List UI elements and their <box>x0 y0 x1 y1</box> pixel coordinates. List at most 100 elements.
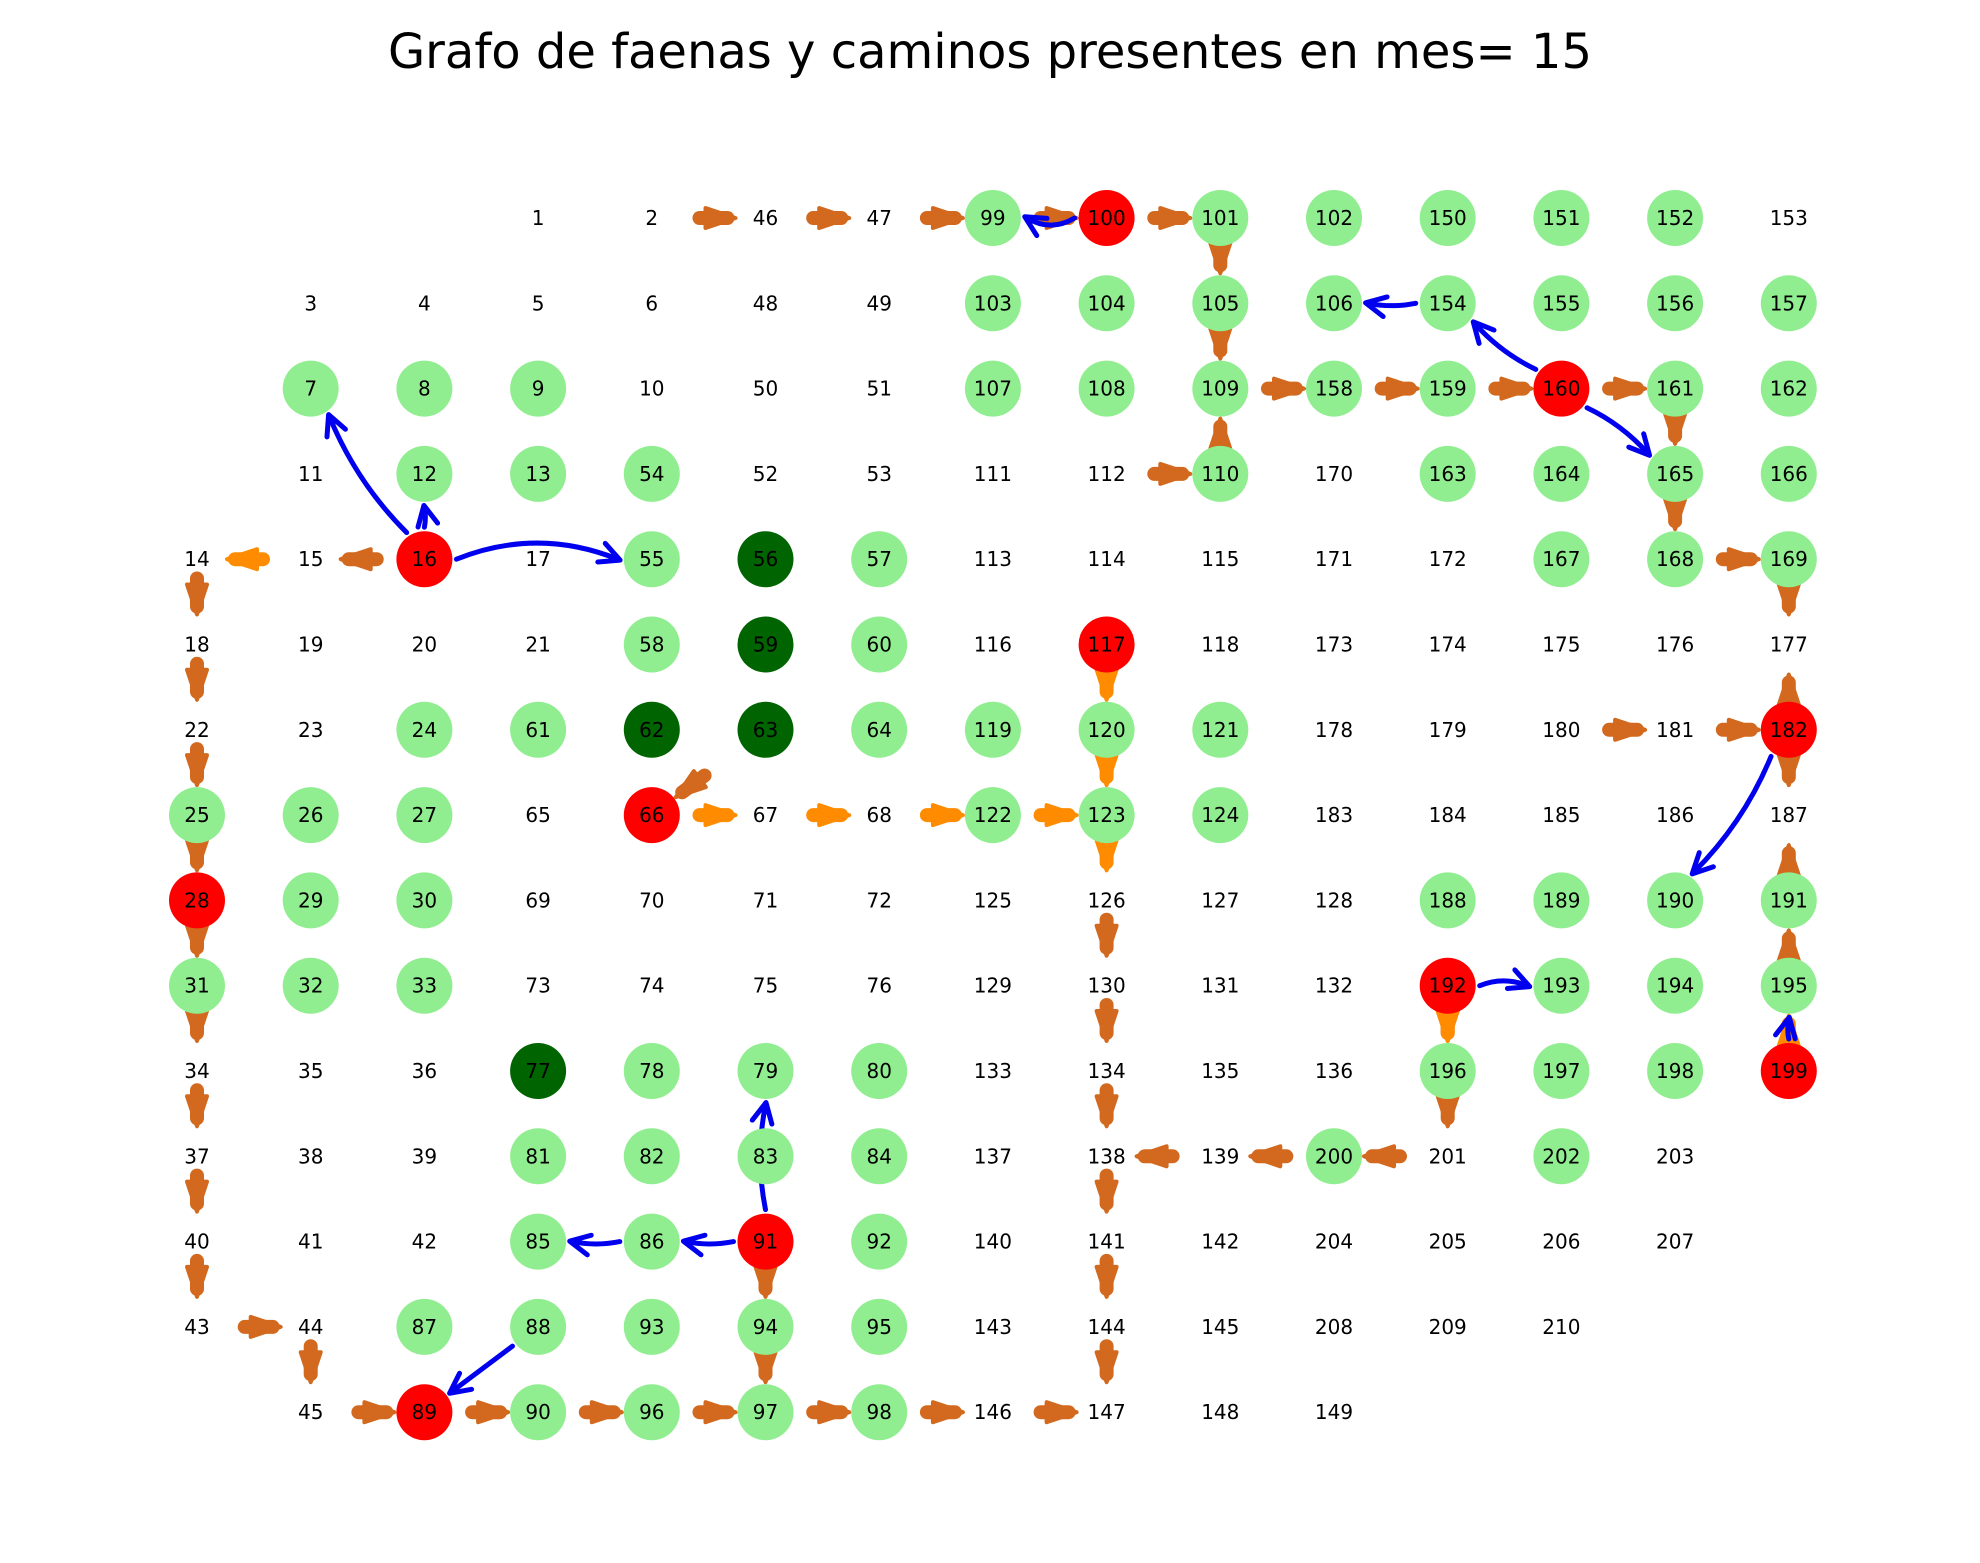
node-label: 131 <box>1201 974 1239 998</box>
node-169: 169 <box>1760 531 1817 588</box>
brown-road-18-22 <box>185 656 209 702</box>
red-node-marker <box>1760 701 1817 758</box>
brown-road-22-25 <box>185 742 209 788</box>
node-label: 29 <box>298 888 323 912</box>
node-label: 11 <box>298 462 323 486</box>
light-node-marker <box>282 360 339 417</box>
node-11: 11 <box>298 462 323 486</box>
node-label: 136 <box>1315 1059 1353 1083</box>
node-141: 141 <box>1088 1230 1126 1254</box>
node-87: 87 <box>396 1298 453 1355</box>
node-32: 32 <box>282 957 339 1014</box>
node-label: 13 <box>525 462 550 486</box>
node-label: 114 <box>1088 547 1126 571</box>
node-50: 50 <box>753 377 778 401</box>
node-label: 175 <box>1542 633 1580 657</box>
node-185: 185 <box>1542 803 1580 827</box>
brown-road-160-161 <box>1602 376 1648 401</box>
node-label: 66 <box>639 803 664 827</box>
brown-road-34-37 <box>185 1083 209 1129</box>
light-node-marker <box>1078 275 1135 332</box>
node-106: 106 <box>1306 275 1362 332</box>
light-node-marker <box>1647 360 1704 417</box>
light-node-marker <box>737 1043 794 1099</box>
node-label: 78 <box>639 1059 664 1083</box>
node-label: 56 <box>753 547 778 571</box>
node-label: 77 <box>525 1059 550 1083</box>
light-node-marker <box>737 1298 794 1355</box>
node-39: 39 <box>412 1144 437 1168</box>
brown-road-200-139 <box>1248 1144 1294 1169</box>
node-134: 134 <box>1088 1059 1126 1083</box>
node-100: 100 <box>1078 190 1135 246</box>
node-label: 209 <box>1429 1315 1467 1339</box>
node-177: 177 <box>1770 633 1808 657</box>
node-132: 132 <box>1315 974 1353 998</box>
brown-road-89-90 <box>465 1400 511 1425</box>
node-208: 208 <box>1315 1315 1353 1339</box>
node-168: 168 <box>1647 531 1704 588</box>
light-node-marker <box>851 616 908 673</box>
node-label: 191 <box>1770 888 1808 912</box>
node-49: 49 <box>866 291 891 315</box>
node-label: 33 <box>412 974 437 998</box>
node-78: 78 <box>623 1043 680 1099</box>
blue-arrow-16-55 <box>453 540 623 565</box>
node-206: 206 <box>1542 1230 1580 1254</box>
light-node-marker <box>1533 190 1590 246</box>
node-204: 204 <box>1315 1230 1353 1254</box>
node-36: 36 <box>412 1059 437 1083</box>
node-202: 202 <box>1533 1128 1590 1185</box>
node-174: 174 <box>1429 633 1467 657</box>
node-label: 102 <box>1315 206 1353 230</box>
node-4: 4 <box>418 291 431 315</box>
node-label: 151 <box>1542 206 1580 230</box>
node-label: 37 <box>184 1144 209 1168</box>
node-197: 197 <box>1533 1043 1590 1099</box>
light-node-marker <box>1306 1128 1362 1185</box>
node-label: 5 <box>532 291 545 315</box>
node-150: 150 <box>1419 190 1476 246</box>
node-127: 127 <box>1201 888 1239 912</box>
blue-arrow-100-99 <box>1022 214 1078 239</box>
node-62: 62 <box>623 701 680 758</box>
brown-road-112-110 <box>1147 461 1193 486</box>
node-label: 86 <box>639 1230 664 1254</box>
node-label: 55 <box>639 547 664 571</box>
node-109: 109 <box>1192 360 1249 417</box>
node-111: 111 <box>974 462 1012 486</box>
node-label: 162 <box>1770 377 1808 401</box>
light-node-marker <box>169 957 225 1014</box>
blue-arrow-192-193 <box>1477 967 1533 991</box>
node-label: 45 <box>298 1400 323 1424</box>
node-143: 143 <box>974 1315 1012 1339</box>
node-54: 54 <box>623 445 680 502</box>
node-136: 136 <box>1315 1059 1353 1083</box>
node-label: 73 <box>525 974 550 998</box>
node-195: 195 <box>1760 957 1817 1014</box>
node-label: 71 <box>753 888 778 912</box>
node-161: 161 <box>1647 360 1704 417</box>
node-label: 67 <box>753 803 778 827</box>
node-label: 176 <box>1656 633 1694 657</box>
node-label: 12 <box>412 462 437 486</box>
node-label: 91 <box>753 1230 778 1254</box>
node-label: 89 <box>412 1400 437 1424</box>
node-166: 166 <box>1760 445 1817 502</box>
node-105: 105 <box>1192 275 1249 332</box>
node-199: 199 <box>1760 1043 1817 1099</box>
node-label: 87 <box>412 1315 437 1339</box>
node-160: 160 <box>1533 360 1590 417</box>
node-label: 93 <box>639 1315 664 1339</box>
node-label: 97 <box>753 1400 778 1424</box>
node-label: 128 <box>1315 888 1353 912</box>
node-124: 124 <box>1192 787 1249 844</box>
node-label: 118 <box>1201 633 1239 657</box>
light-node-marker <box>623 1384 680 1441</box>
node-63: 63 <box>737 701 794 758</box>
node-24: 24 <box>396 701 453 758</box>
node-label: 2 <box>645 206 658 230</box>
node-131: 131 <box>1201 974 1239 998</box>
node-14: 14 <box>184 547 209 571</box>
